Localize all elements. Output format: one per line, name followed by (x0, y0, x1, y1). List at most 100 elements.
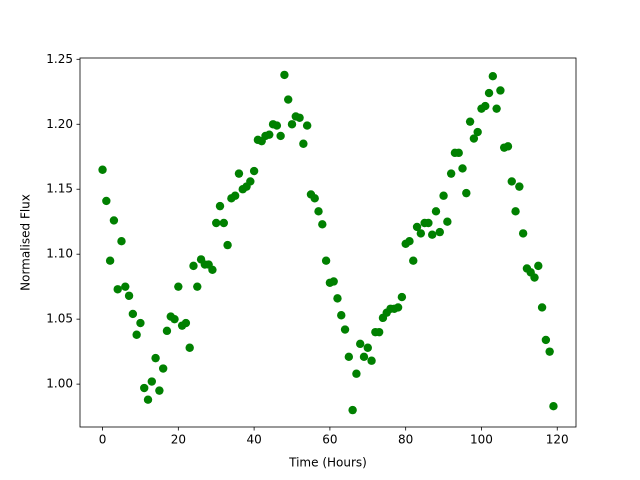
data-point (121, 282, 130, 291)
data-point (405, 237, 414, 246)
data-point (363, 343, 372, 352)
data-point (147, 377, 157, 386)
data-point (287, 120, 297, 129)
data-point (352, 369, 361, 378)
data-point (185, 343, 194, 352)
data-point (545, 347, 554, 356)
data-point (484, 88, 494, 98)
data-point (155, 386, 164, 395)
y-tick-label: 1.00 (46, 377, 73, 391)
data-point (340, 325, 350, 334)
data-point (109, 216, 119, 225)
data-point (102, 196, 111, 206)
data-point (193, 282, 202, 291)
data-point (446, 169, 456, 178)
x-tick-label: 100 (470, 433, 493, 447)
data-point (272, 121, 282, 130)
y-tick-label: 1.15 (46, 182, 73, 196)
data-point (534, 261, 543, 271)
data-point (162, 326, 172, 336)
data-point (246, 177, 255, 186)
y-tick-label: 1.05 (46, 312, 73, 326)
data-point (113, 285, 122, 294)
data-point (428, 230, 437, 239)
data-point (424, 218, 433, 228)
data-point (518, 229, 528, 238)
data-point (223, 240, 232, 250)
data-point (537, 303, 547, 312)
data-point (412, 222, 422, 232)
data-point (143, 395, 153, 404)
data-point (397, 292, 407, 302)
data-point (117, 237, 126, 246)
data-point (299, 139, 308, 148)
data-point (314, 207, 323, 216)
data-point (458, 164, 467, 173)
data-point (318, 220, 327, 229)
data-point (128, 309, 138, 319)
data-point (280, 70, 289, 80)
data-point (310, 194, 319, 203)
data-point (431, 207, 441, 216)
data-point (284, 95, 293, 104)
data-point (234, 169, 244, 178)
x-tick-label: 40 (246, 433, 261, 447)
data-point (337, 311, 346, 320)
data-point (443, 217, 452, 226)
data-point (295, 113, 304, 122)
data-point (356, 339, 365, 349)
data-point (435, 227, 444, 237)
data-point (140, 383, 149, 393)
x-tick-label: 20 (171, 433, 186, 447)
data-point (492, 104, 501, 113)
data-point (503, 142, 513, 151)
x-tick-label: 0 (99, 433, 107, 447)
data-point (348, 405, 357, 415)
y-tick-label: 1.25 (46, 52, 73, 66)
data-point (496, 86, 505, 95)
data-point (393, 303, 403, 312)
data-point (158, 364, 168, 373)
data-point (462, 188, 471, 198)
data-point (124, 291, 134, 300)
y-tick-label: 1.20 (46, 117, 73, 131)
data-point (333, 294, 342, 303)
data-point (302, 121, 312, 130)
x-axis-label: Time (Hours) (288, 456, 367, 470)
data-point (181, 318, 191, 328)
data-point (454, 148, 463, 158)
data-point (469, 134, 479, 143)
data-point (541, 335, 551, 345)
x-tick-label: 120 (546, 433, 569, 447)
data-point (98, 165, 107, 174)
data-point (507, 177, 516, 186)
data-point (329, 277, 338, 286)
data-point (530, 273, 539, 282)
data-point (219, 218, 228, 228)
data-point (265, 130, 274, 139)
data-point (212, 218, 221, 228)
data-point (465, 117, 475, 126)
data-point (511, 207, 520, 216)
x-tick-label: 60 (322, 433, 337, 447)
y-axis-label: Normalised Flux (19, 194, 33, 291)
data-point (321, 256, 331, 265)
data-point (132, 330, 141, 339)
data-point (488, 71, 498, 81)
y-tick-label: 1.10 (46, 247, 73, 261)
data-point (374, 327, 384, 337)
data-point (208, 265, 217, 274)
data-point (151, 353, 160, 363)
data-point (215, 201, 225, 211)
data-point (549, 402, 558, 411)
data-point (230, 191, 240, 200)
data-point (170, 314, 179, 324)
x-tick-label: 80 (398, 433, 413, 447)
data-point (136, 318, 145, 328)
data-point (344, 352, 354, 362)
axes-frame (79, 57, 577, 428)
data-point (174, 282, 183, 291)
data-point (481, 101, 490, 111)
data-point (105, 256, 115, 265)
data-point (189, 261, 198, 271)
